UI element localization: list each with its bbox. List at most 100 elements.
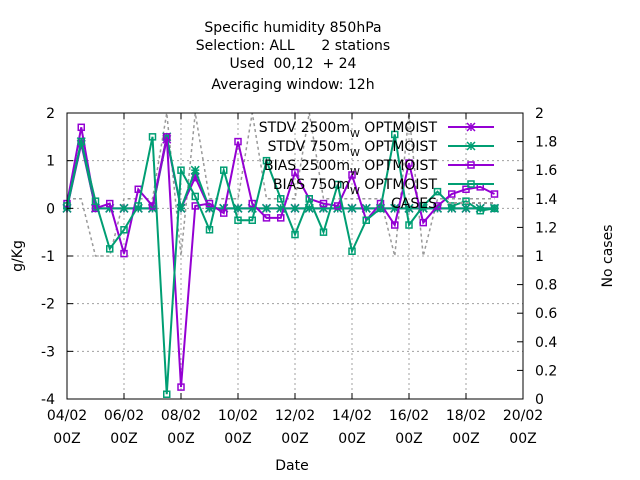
- data-point: [148, 133, 157, 141]
- x-tick-label-time: 00Z: [224, 431, 251, 447]
- data-point: [134, 202, 142, 210]
- plot-frame: [66, 112, 524, 400]
- data-point: [163, 390, 171, 398]
- x-tick-label-time: 00Z: [167, 431, 194, 447]
- data-point: [234, 137, 242, 146]
- data-point: [466, 122, 476, 132]
- x-tick-label-time: 00Z: [395, 431, 422, 447]
- y-tick-label: -3: [41, 344, 55, 360]
- legend-label: STDV 2500mW OPTMOIST: [259, 120, 438, 140]
- x-axis-ticks: 04/02 00Z 06/02 00Z 08/02 00Z 10/02 00Z 12/02 00Z…: [47, 113, 543, 447]
- y2-tick-label: 0.6: [535, 306, 557, 322]
- data-point: [119, 203, 129, 213]
- y-tick-label: -4: [41, 392, 55, 408]
- data-point: [261, 203, 272, 213]
- data-point: [191, 192, 199, 201]
- x-tick-label-time: 00Z: [338, 431, 365, 447]
- data-point: [248, 216, 256, 224]
- data-point: [348, 171, 356, 179]
- data-point: [448, 202, 456, 210]
- data-point: [419, 202, 427, 210]
- data-point: [205, 226, 214, 234]
- title-line-3: Used 00,12 + 24: [230, 56, 357, 72]
- y-tick-label: -1: [41, 249, 55, 265]
- data-point: [305, 195, 313, 203]
- series-line-2: [66, 127, 495, 388]
- data-point: [262, 156, 271, 165]
- data-point: [467, 161, 475, 169]
- data-point: [462, 185, 470, 194]
- legend-label: CASES: [391, 196, 437, 212]
- data-point: [490, 204, 499, 213]
- x-tick-label-time: 00Z: [281, 431, 308, 447]
- data-point: [106, 199, 114, 208]
- data-point: [391, 221, 399, 229]
- data-point: [466, 141, 476, 151]
- y2-tick-label: 1.8: [535, 135, 557, 151]
- y2-tick-label: 0.8: [535, 278, 557, 294]
- data-point: [334, 202, 342, 210]
- legend-entry: STDV 2500mW OPTMOIST: [259, 120, 494, 140]
- data-point: [190, 165, 200, 175]
- data-point: [347, 203, 357, 213]
- data-point: [220, 209, 228, 217]
- data-point: [433, 187, 442, 196]
- x-tick-label: 08/02: [161, 408, 201, 424]
- x-tick-label-time: 00Z: [110, 431, 137, 447]
- data-point: [461, 203, 471, 213]
- data-point: [476, 206, 484, 215]
- data-point: [120, 226, 128, 234]
- data-point: [334, 180, 342, 189]
- grid: [67, 113, 523, 399]
- x-tick-label: 04/02: [47, 408, 87, 424]
- data-point: [77, 137, 85, 146]
- y2-tick-label: 1: [535, 249, 544, 265]
- chart-title: Specific humidity 850hPa Selection: ALL …: [196, 20, 390, 93]
- y2-tick-label: 0: [535, 392, 544, 408]
- data-point: [205, 199, 214, 208]
- data-point: [362, 216, 370, 224]
- data-point: [462, 197, 470, 205]
- x-axis-label: Date: [275, 458, 308, 474]
- x-tick-label-time: 00Z: [509, 431, 536, 447]
- data-point: [448, 190, 456, 198]
- series-line-3: [66, 134, 495, 395]
- legend-label: BIAS 750mW OPTMOIST: [273, 177, 437, 197]
- title-line-1: Specific humidity 850hPa: [204, 20, 381, 36]
- y-tick-label: -2: [41, 297, 55, 313]
- y-tick-label: 1: [46, 154, 55, 170]
- data-point: [405, 159, 413, 167]
- x-tick-label: 12/02: [275, 408, 315, 424]
- data-point: [291, 230, 299, 239]
- legend-label: STDV 750mW OPTMOIST: [268, 139, 438, 159]
- data-point: [177, 166, 185, 174]
- y2-tick-label: 0.2: [535, 363, 557, 379]
- y-tick-label: 2: [46, 106, 55, 122]
- y2-axis-ticks: 0 0.2 0.4 0.6 0.8 1 1.2 1.4 1.6 1.8 2: [517, 106, 557, 408]
- data-point: [319, 228, 328, 236]
- data-point: [163, 133, 171, 141]
- x-tick-label: 18/02: [446, 408, 486, 424]
- y2-tick-label: 1.6: [535, 163, 557, 179]
- title-line-4: Averaging window: 12h: [211, 77, 374, 93]
- x-tick-label: 16/02: [389, 408, 429, 424]
- y2-axis-label: No cases: [600, 225, 616, 288]
- x-tick-label: 06/02: [104, 408, 144, 424]
- legend-entry: CASES: [391, 196, 494, 212]
- data-point: [391, 130, 399, 139]
- y2-tick-label: 0.4: [535, 335, 557, 351]
- data-point: [467, 180, 475, 188]
- data-point: [433, 202, 442, 210]
- legend-entry: BIAS 2500mW OPTMOIST: [264, 158, 494, 178]
- y-axis-label: g/Kg: [10, 240, 26, 272]
- data-point: [376, 204, 385, 213]
- data-point: [290, 203, 300, 213]
- x-tick-label: 14/02: [332, 408, 372, 424]
- y-axis-ticks: -4 -3 -2 -1 0 1 2: [41, 106, 73, 408]
- y2-tick-label: 1.2: [535, 220, 557, 236]
- x-tick-label-time: 00Z: [452, 431, 479, 447]
- data-point: [177, 383, 185, 391]
- y2-tick-label: 1.4: [535, 192, 557, 208]
- data-point: [77, 123, 85, 132]
